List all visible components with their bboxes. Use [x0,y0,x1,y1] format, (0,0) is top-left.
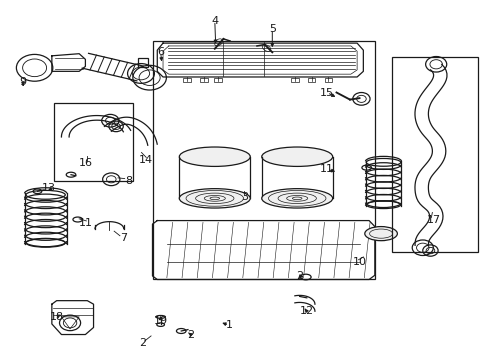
Text: 15: 15 [319,87,333,98]
Bar [391,57,477,252]
Bar [54,103,133,181]
Text: 7: 7 [120,233,127,243]
Text: 3: 3 [241,192,247,202]
Bar [138,58,147,67]
Text: 4: 4 [211,15,218,26]
Text: 9: 9 [20,77,27,87]
Text: 12: 12 [299,306,313,316]
Bar [290,78,298,82]
Text: 11: 11 [319,165,333,174]
Text: 14: 14 [139,154,153,165]
Bar [153,41,374,279]
Bar [214,78,222,82]
Ellipse shape [179,189,250,208]
Bar [307,78,315,82]
Text: 2: 2 [187,329,194,339]
Ellipse shape [364,226,397,241]
Ellipse shape [261,147,332,166]
Text: 18: 18 [49,312,63,322]
Text: 2: 2 [139,338,146,348]
Text: 17: 17 [426,215,440,225]
Bar [324,78,331,82]
Text: 16: 16 [78,158,92,168]
Text: 13: 13 [42,183,56,193]
Ellipse shape [261,189,332,208]
Ellipse shape [179,147,250,166]
Text: 19: 19 [153,316,167,326]
Text: 6: 6 [157,47,164,57]
Bar [200,78,207,82]
Text: 5: 5 [268,24,275,34]
Text: 2: 2 [295,271,303,281]
Text: 11: 11 [78,218,92,228]
Text: 1: 1 [225,320,232,330]
Text: 10: 10 [352,257,366,267]
Text: 8: 8 [125,176,132,186]
Bar [183,78,190,82]
